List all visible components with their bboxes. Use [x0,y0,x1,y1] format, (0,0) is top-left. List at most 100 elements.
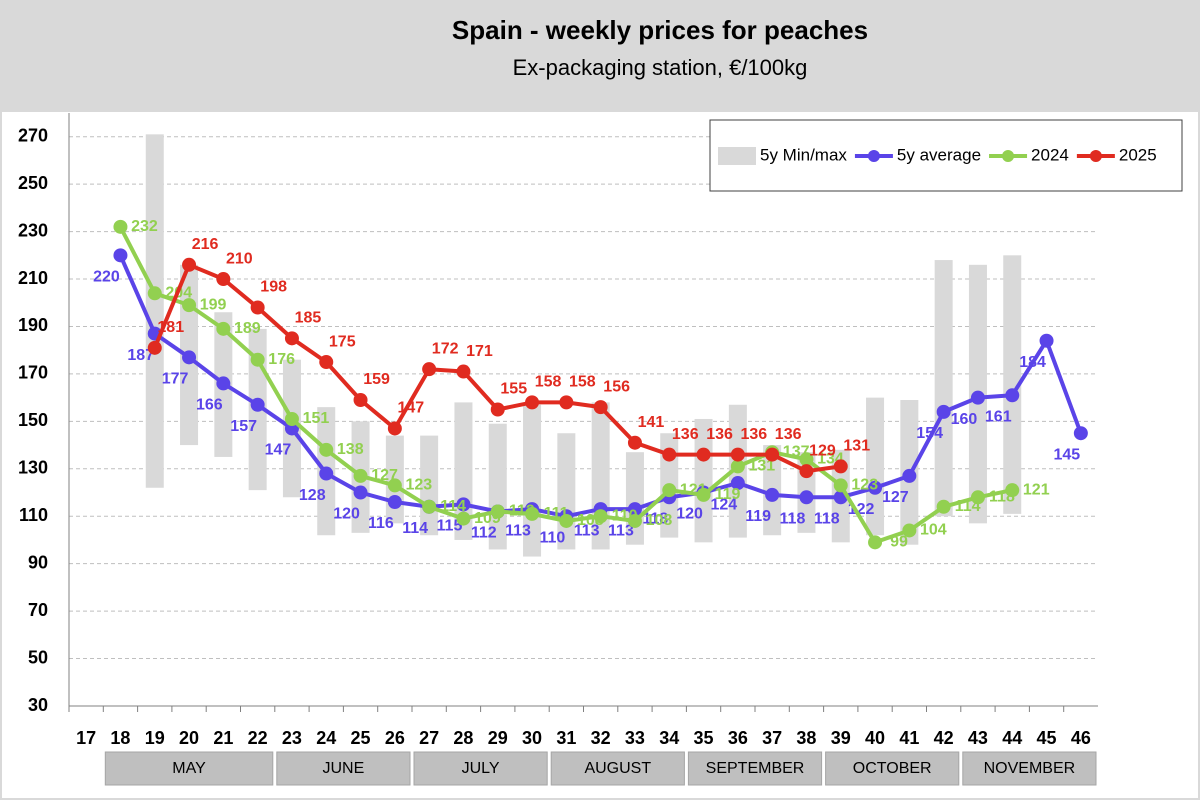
point [799,452,814,467]
data-label: 210 [226,250,253,267]
point [387,495,402,510]
legend-marker [1002,150,1015,162]
data-label: 154 [916,425,943,442]
point [799,490,814,505]
data-label: 136 [740,426,767,443]
point [627,513,642,528]
range-bar [145,134,164,488]
point [662,483,677,498]
chart-subtitle: Ex-packaging station, €/100kg [513,55,808,80]
range-bar [866,397,885,536]
data-label: 113 [505,522,531,539]
x-tick-label: 27 [419,728,439,748]
x-tick-label: 42 [934,728,954,748]
range-bar [1003,255,1022,514]
data-label: 160 [951,411,978,428]
data-label: 119 [715,486,741,503]
data-label: 115 [437,518,463,535]
point [730,476,745,491]
x-tick-label: 25 [351,728,371,748]
point [1073,426,1088,441]
point [730,459,745,474]
data-label: 176 [268,351,295,368]
point [970,490,985,505]
data-label: 136 [706,426,733,443]
data-label: 184 [1019,354,1046,371]
data-label: 177 [162,371,189,388]
data-label: 138 [337,441,364,458]
legend-marker [867,150,880,162]
point [353,393,368,408]
legend-label: 2024 [1031,145,1069,164]
point [387,478,402,493]
point [765,447,780,462]
point [1005,483,1020,498]
data-label: 124 [710,496,737,513]
point [936,499,951,514]
x-tick-label: 38 [796,728,816,748]
month-label: AUGUST [584,760,651,777]
point [525,395,540,410]
point [182,257,197,272]
point [902,468,917,483]
data-label: 158 [535,374,562,391]
y-tick-label: 70 [28,600,48,620]
y-tick-label: 50 [28,647,48,667]
data-label: 159 [363,371,390,388]
range-bar [488,423,507,550]
data-label: 181 [157,319,184,336]
data-label: 112 [471,525,497,542]
point [730,447,745,462]
point [147,286,162,301]
point [696,487,711,502]
month-label: OCTOBER [853,760,932,777]
point [833,478,848,493]
month-label: JULY [462,760,500,777]
point [319,355,334,370]
y-tick-label: 130 [18,458,48,478]
data-label: 199 [200,296,227,313]
data-label: 155 [500,381,527,398]
data-label: 189 [234,320,261,337]
month-label: NOVEMBER [984,760,1076,777]
data-label: 113 [574,522,600,539]
month-box [413,751,548,786]
month-box [550,751,685,786]
month-label: MAY [172,760,206,777]
y-tick-label: 230 [18,220,48,240]
chart-title: Spain - weekly prices for peaches [452,15,868,45]
data-label: 220 [93,269,120,286]
month-box [962,751,1097,786]
data-label: 232 [131,218,158,235]
y-tick-label: 210 [18,268,48,288]
point [250,300,265,315]
x-tick-label: 45 [1037,728,1057,748]
x-tick-label: 33 [625,728,645,748]
x-tick-label: 23 [282,728,302,748]
x-tick-label: 18 [110,728,130,748]
point [216,272,231,287]
x-tick-label: 37 [762,728,782,748]
x-tick-label: 34 [659,728,679,748]
month-box [825,751,960,786]
point [868,480,883,495]
y-tick-label: 150 [18,410,48,430]
data-label: 136 [672,426,699,443]
legend-label: 2025 [1119,145,1157,164]
point [593,509,608,524]
point [1039,333,1054,348]
y-tick-label: 270 [18,125,48,145]
point [902,523,917,538]
y-tick-label: 110 [19,505,48,525]
point [662,447,677,462]
point [250,352,265,367]
point [627,435,642,450]
point [113,248,128,263]
x-tick-label: 30 [522,728,542,748]
data-label: 141 [638,414,665,431]
data-label: 108 [646,512,673,529]
data-label: 151 [303,410,330,427]
x-tick-label: 32 [591,728,611,748]
data-label: 216 [192,236,219,253]
x-tick-label: 44 [1002,728,1022,748]
